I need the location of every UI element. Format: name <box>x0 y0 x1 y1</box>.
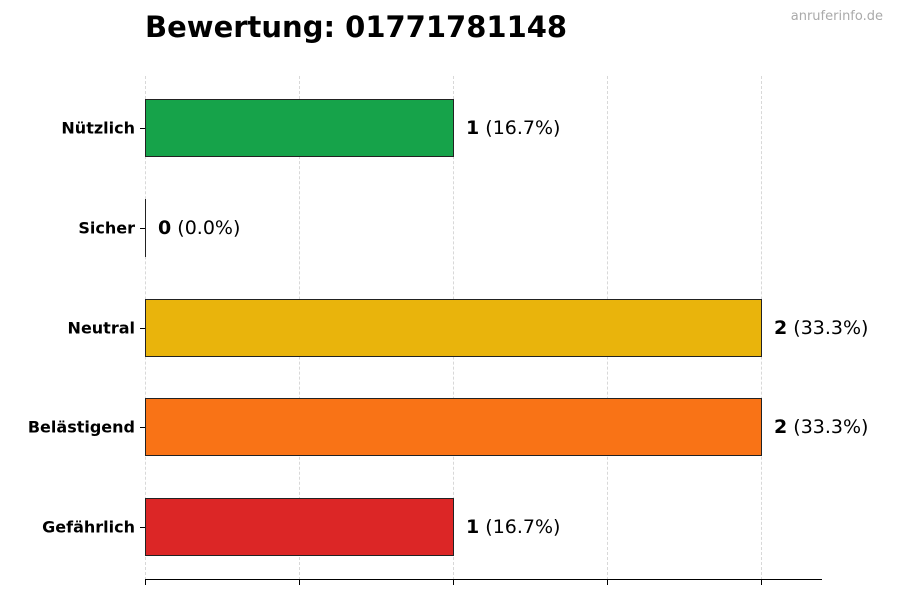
y-tick <box>140 527 145 528</box>
count: 0 <box>158 217 172 239</box>
percent: (16.7%) <box>485 117 561 139</box>
x-tick <box>145 579 146 585</box>
count: 2 <box>774 416 788 438</box>
value-label-gefaehrlich: 1 (16.7%) <box>466 516 560 538</box>
value-label-belaestigend: 2 (33.3%) <box>774 416 868 438</box>
value-label-nuetzlich: 1 (16.7%) <box>466 117 560 139</box>
percent: (33.3%) <box>793 317 869 339</box>
y-label-nuetzlich: Nützlich <box>61 118 135 138</box>
y-label-gefaehrlich: Gefährlich <box>42 517 135 537</box>
value-label-sicher: 0 (0.0%) <box>158 217 240 239</box>
percent: (16.7%) <box>485 516 561 538</box>
y-tick <box>140 128 145 129</box>
y-tick <box>140 427 145 428</box>
percent: (0.0%) <box>177 217 241 239</box>
x-tick <box>761 579 762 585</box>
count: 1 <box>466 117 480 139</box>
y-label-sicher: Sicher <box>78 218 135 238</box>
x-tick <box>299 579 300 585</box>
watermark: anruferinfo.de <box>790 9 883 24</box>
bar-neutral <box>145 299 762 357</box>
percent: (33.3%) <box>793 416 869 438</box>
bar-nuetzlich <box>145 99 454 157</box>
count: 1 <box>466 516 480 538</box>
y-tick <box>140 228 145 229</box>
count: 2 <box>774 317 788 339</box>
y-label-belaestigend: Belästigend <box>27 417 135 437</box>
chart-title: Bewertung: 01771781148 <box>145 10 568 44</box>
y-tick <box>140 328 145 329</box>
bar-sicher <box>145 199 146 257</box>
x-axis <box>145 579 822 580</box>
bar-gefaehrlich <box>145 498 454 556</box>
x-tick <box>453 579 454 585</box>
x-tick <box>607 579 608 585</box>
y-label-neutral: Neutral <box>67 318 135 338</box>
value-label-neutral: 2 (33.3%) <box>774 317 868 339</box>
bar-belaestigend <box>145 398 762 456</box>
